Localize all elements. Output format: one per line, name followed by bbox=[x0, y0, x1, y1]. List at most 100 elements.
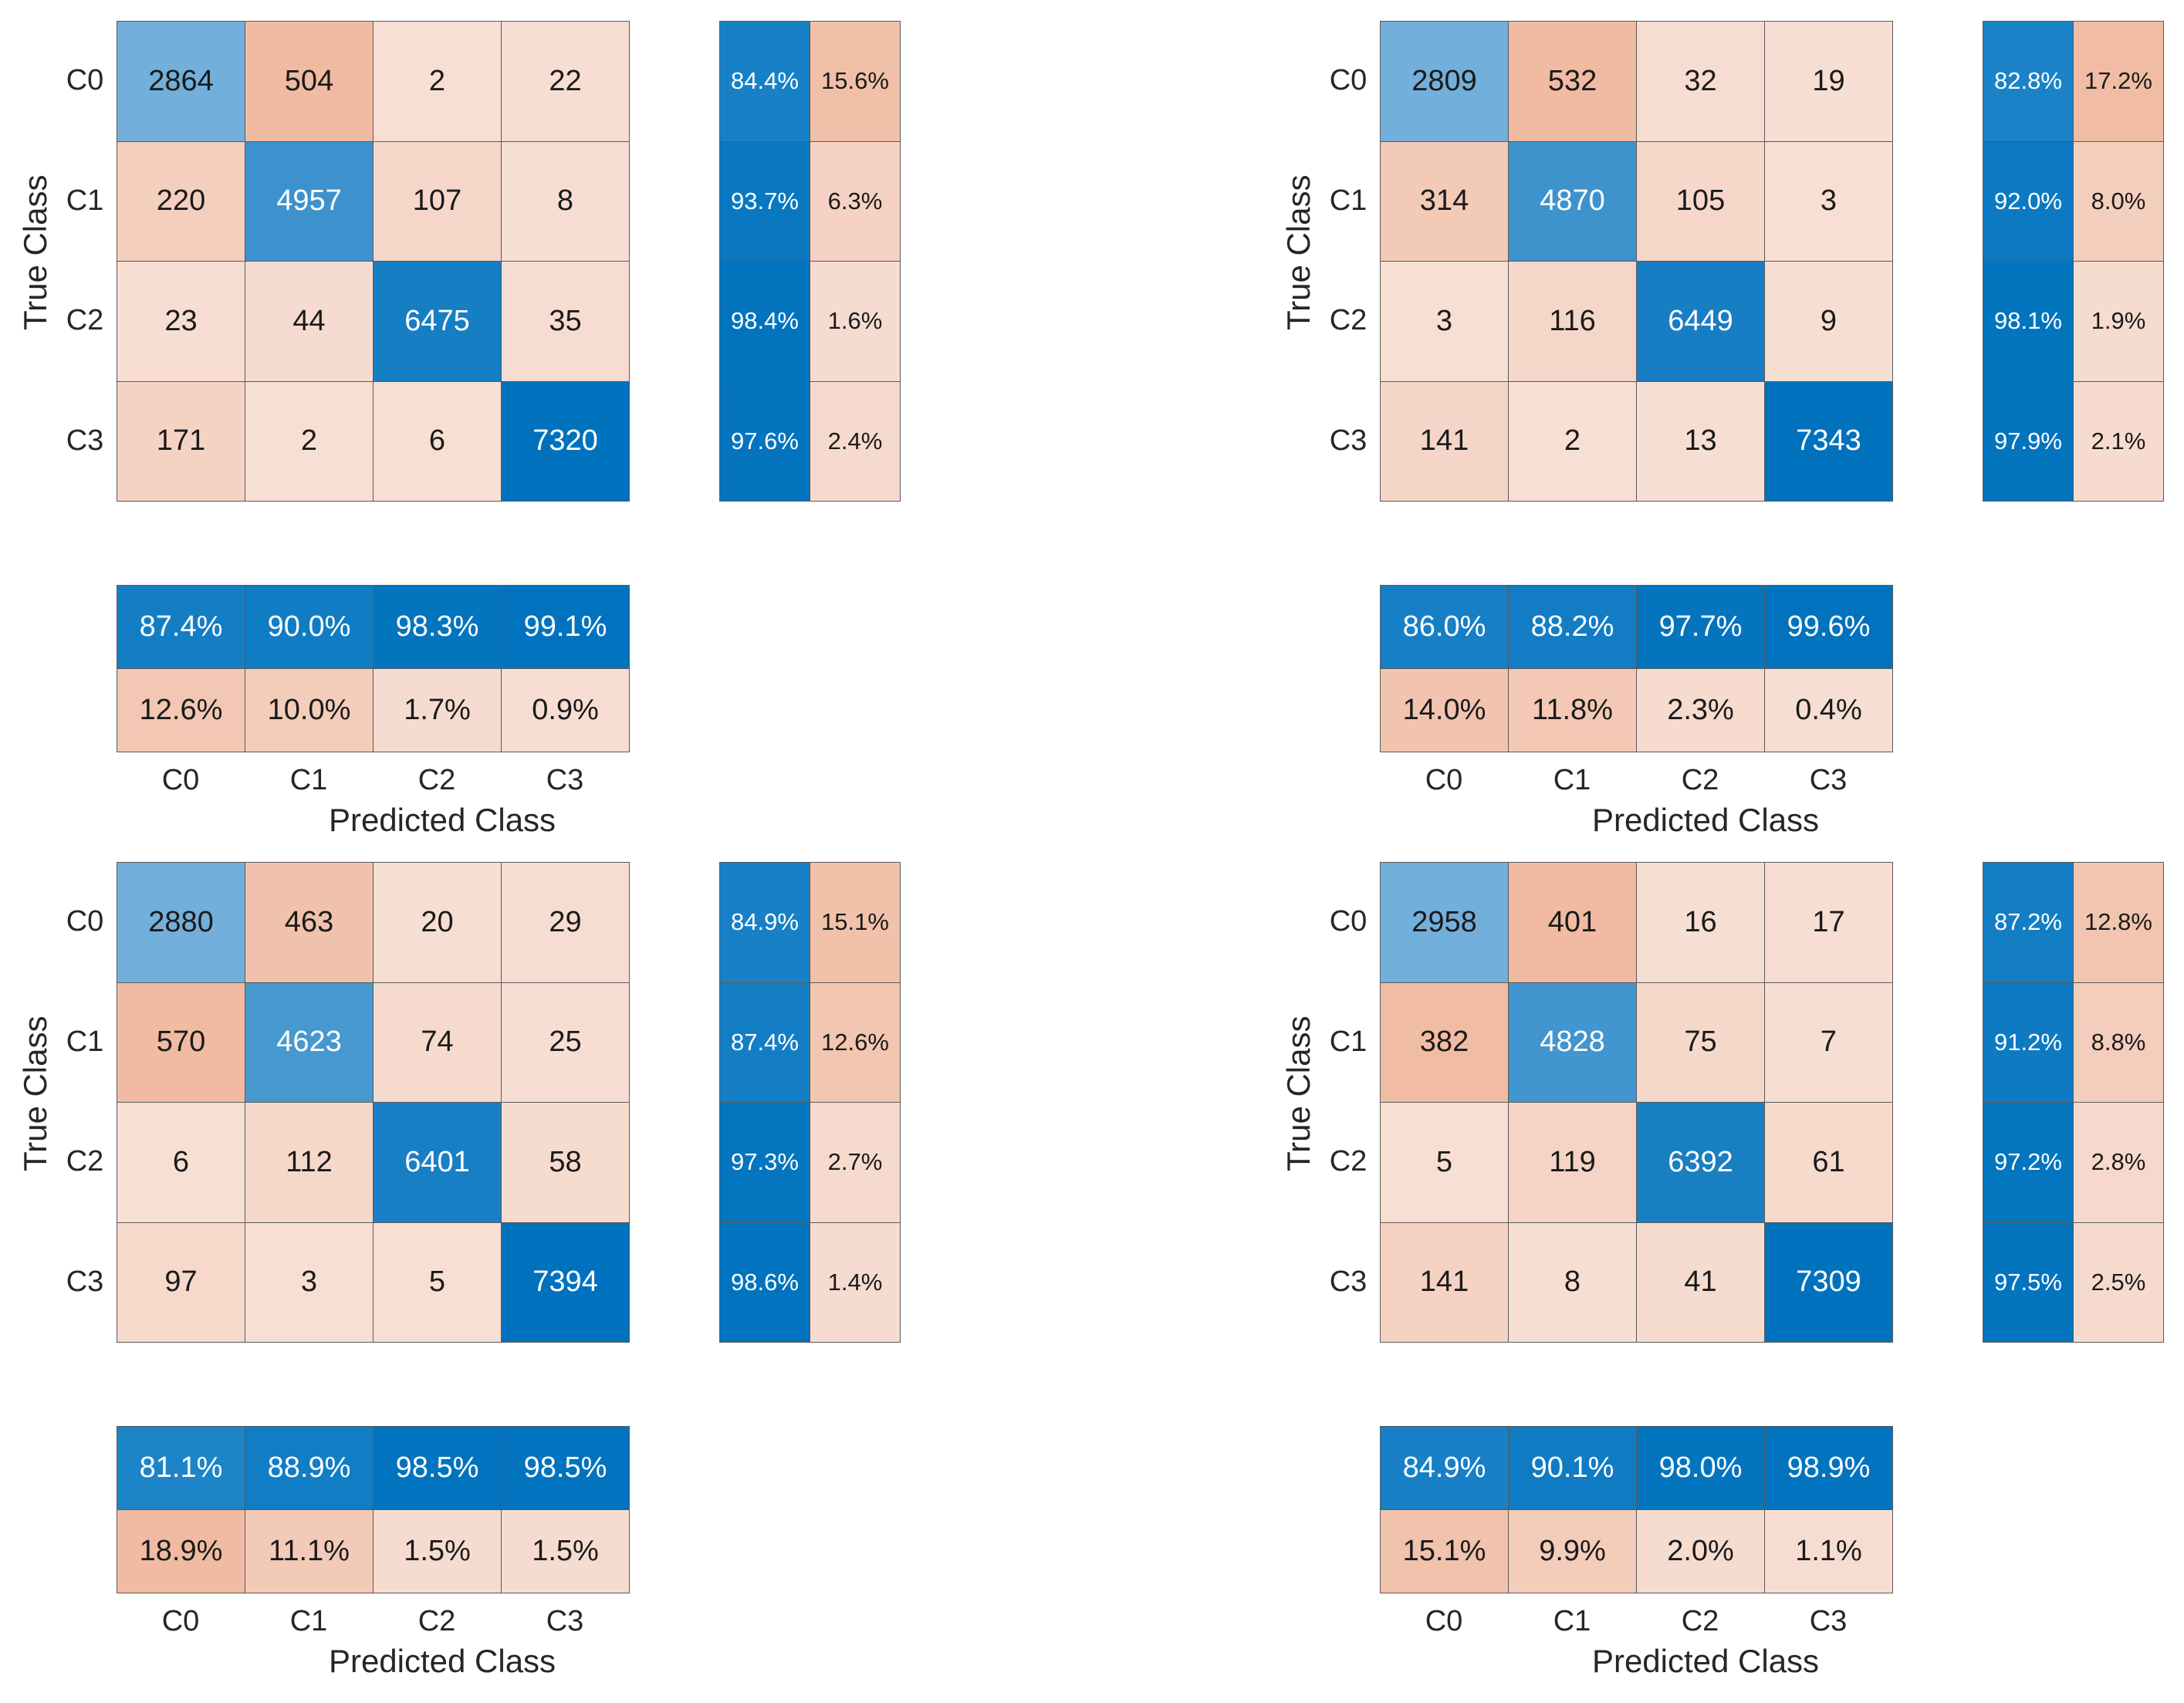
row-summary-cell-text: 87.4% bbox=[731, 1028, 799, 1056]
column-summary-cell: 88.9% bbox=[245, 1426, 374, 1510]
matrix-cell-text: 119 bbox=[1549, 1145, 1596, 1178]
row-summary-cell: 98.4% bbox=[719, 261, 810, 382]
matrix-cell: 13 bbox=[1636, 380, 1765, 502]
column-summary-cell-text: 14.0% bbox=[1402, 694, 1486, 726]
column-summary-cell-text: 81.1% bbox=[139, 1451, 223, 1484]
matrix-cell: 6 bbox=[117, 1102, 245, 1223]
matrix-cell-text: 2864 bbox=[148, 64, 214, 97]
column-summary-cell-text: 98.3% bbox=[395, 610, 479, 643]
matrix-cell: 35 bbox=[501, 261, 630, 382]
row-summary-cell-text: 92.0% bbox=[1994, 187, 2062, 215]
matrix-cell: 5 bbox=[1380, 1102, 1509, 1223]
matrix-cell-text: 23 bbox=[164, 304, 198, 337]
column-summary-cell-text: 11.8% bbox=[1532, 694, 1613, 726]
matrix-cell: 8 bbox=[501, 140, 630, 262]
matrix-cell: 3 bbox=[1764, 140, 1893, 262]
matrix-cell-text: 463 bbox=[284, 905, 334, 938]
confusion-matrix-panel: 2809 532 32 19 314 4870 105 3 3 116 6449 9 141 2 13 734… bbox=[1263, 0, 2184, 841]
column-summary-cell-text: 86.0% bbox=[1402, 610, 1486, 643]
column-summary-cell-text: 84.9% bbox=[1402, 1451, 1486, 1484]
column-summary-cell-text: 15.1% bbox=[1402, 1535, 1486, 1567]
matrix-cell: 2864 bbox=[117, 21, 245, 142]
row-summary-cell-text: 8.0% bbox=[2091, 187, 2146, 215]
matrix-cell-text: 20 bbox=[421, 905, 454, 938]
row-summary-cell: 15.6% bbox=[810, 21, 901, 142]
y-axis-title: True Class bbox=[1280, 1015, 1317, 1172]
column-summary-cell-text: 2.0% bbox=[1667, 1535, 1734, 1567]
matrix-cell-text: 105 bbox=[1675, 184, 1726, 218]
column-summary-cell: 1.5% bbox=[373, 1509, 502, 1593]
matrix-cell-text: 16 bbox=[1684, 905, 1717, 938]
row-summary-cell-text: 2.5% bbox=[2091, 1268, 2146, 1296]
column-summary-cell-text: 0.9% bbox=[532, 694, 599, 726]
row-summary-cell-text: 97.5% bbox=[1994, 1268, 2062, 1296]
column-summary-cell-text: 98.0% bbox=[1658, 1451, 1743, 1484]
y-tick-label: C3 bbox=[1329, 424, 1368, 457]
row-summary-cell-text: 15.1% bbox=[821, 908, 889, 936]
matrix-cell-text: 2 bbox=[1564, 424, 1581, 458]
matrix-cell-text: 141 bbox=[1419, 1265, 1469, 1299]
y-tick-label: C0 bbox=[66, 64, 104, 97]
column-summary-cell-text: 2.3% bbox=[1667, 694, 1734, 726]
y-tick-label: C2 bbox=[1329, 1145, 1368, 1178]
x-tick-label: C0 bbox=[161, 763, 200, 796]
column-summary-cell-text: 98.9% bbox=[1787, 1451, 1871, 1484]
row-summary-cell: 1.9% bbox=[2073, 261, 2164, 382]
row-summary-cell: 97.5% bbox=[1983, 1221, 2074, 1343]
row-summary-cell: 97.9% bbox=[1983, 380, 2074, 502]
y-tick-label: C2 bbox=[66, 1145, 104, 1178]
row-summary-cell-text: 84.9% bbox=[731, 908, 799, 936]
matrix-cell: 220 bbox=[117, 140, 245, 262]
matrix-cell-text: 58 bbox=[549, 1145, 582, 1178]
matrix-cell-text: 6449 bbox=[1668, 304, 1733, 337]
y-tick-label: C2 bbox=[66, 304, 104, 337]
matrix-cell: 2958 bbox=[1380, 862, 1509, 983]
x-tick-label: C1 bbox=[1553, 1604, 1591, 1637]
row-summary-cell-text: 17.2% bbox=[2084, 67, 2152, 95]
matrix-cell-text: 4623 bbox=[276, 1026, 342, 1059]
column-summary-cell-text: 99.6% bbox=[1787, 610, 1871, 643]
row-summary-cell-text: 8.8% bbox=[2091, 1028, 2146, 1056]
column-summary-cell: 98.9% bbox=[1764, 1426, 1893, 1510]
row-summary-cell: 17.2% bbox=[2073, 21, 2164, 142]
column-summary-cell-text: 9.9% bbox=[1539, 1535, 1606, 1567]
y-tick-label: C1 bbox=[1329, 184, 1368, 217]
row-summary-cell: 12.8% bbox=[2073, 862, 2164, 983]
x-tick-label: C3 bbox=[1809, 763, 1848, 796]
x-tick-label: C0 bbox=[1425, 763, 1463, 796]
y-tick-label: C3 bbox=[1329, 1265, 1368, 1298]
column-summary-cell: 88.2% bbox=[1508, 585, 1637, 669]
x-axis-title: Predicted Class bbox=[1591, 1643, 1820, 1679]
x-tick-label: C3 bbox=[546, 1604, 584, 1637]
row-summary-cell: 6.3% bbox=[810, 140, 901, 262]
column-summary-cell-text: 97.7% bbox=[1658, 610, 1743, 643]
matrix-cell-text: 7343 bbox=[1796, 424, 1861, 458]
x-tick-label: C1 bbox=[289, 1604, 328, 1637]
row-summary-cell-text: 6.3% bbox=[827, 187, 883, 215]
column-summary-cell: 90.0% bbox=[245, 585, 374, 669]
row-summary-cell-text: 97.6% bbox=[731, 427, 799, 454]
column-summary-cell-text: 88.2% bbox=[1530, 610, 1614, 643]
column-summary-cell: 1.5% bbox=[501, 1509, 630, 1593]
matrix-cell: 4957 bbox=[245, 140, 374, 262]
matrix-cell-text: 6392 bbox=[1668, 1145, 1733, 1178]
matrix-cell-text: 9 bbox=[1820, 304, 1837, 337]
matrix-cell: 2 bbox=[373, 21, 502, 142]
matrix-cell-text: 8 bbox=[556, 184, 574, 218]
matrix-cell: 23 bbox=[117, 261, 245, 382]
matrix-cell-text: 6 bbox=[172, 1145, 190, 1178]
matrix-cell-text: 532 bbox=[1547, 64, 1597, 97]
matrix-cell: 74 bbox=[373, 982, 502, 1103]
column-summary-cell: 11.8% bbox=[1508, 668, 1637, 752]
matrix-cell: 61 bbox=[1764, 1102, 1893, 1223]
column-summary-cell-text: 11.1% bbox=[269, 1535, 350, 1567]
matrix-cell-text: 4870 bbox=[1540, 184, 1605, 218]
matrix-cell: 3 bbox=[1380, 261, 1509, 382]
row-summary-cell-text: 97.3% bbox=[731, 1148, 799, 1176]
x-tick-label: C0 bbox=[161, 1604, 200, 1637]
x-axis-title: Predicted Class bbox=[328, 1643, 556, 1679]
row-summary-cell: 98.1% bbox=[1983, 261, 2074, 382]
row-summary-cell: 2.8% bbox=[2073, 1102, 2164, 1223]
matrix-cell: 112 bbox=[245, 1102, 374, 1223]
row-summary-cell: 93.7% bbox=[719, 140, 810, 262]
